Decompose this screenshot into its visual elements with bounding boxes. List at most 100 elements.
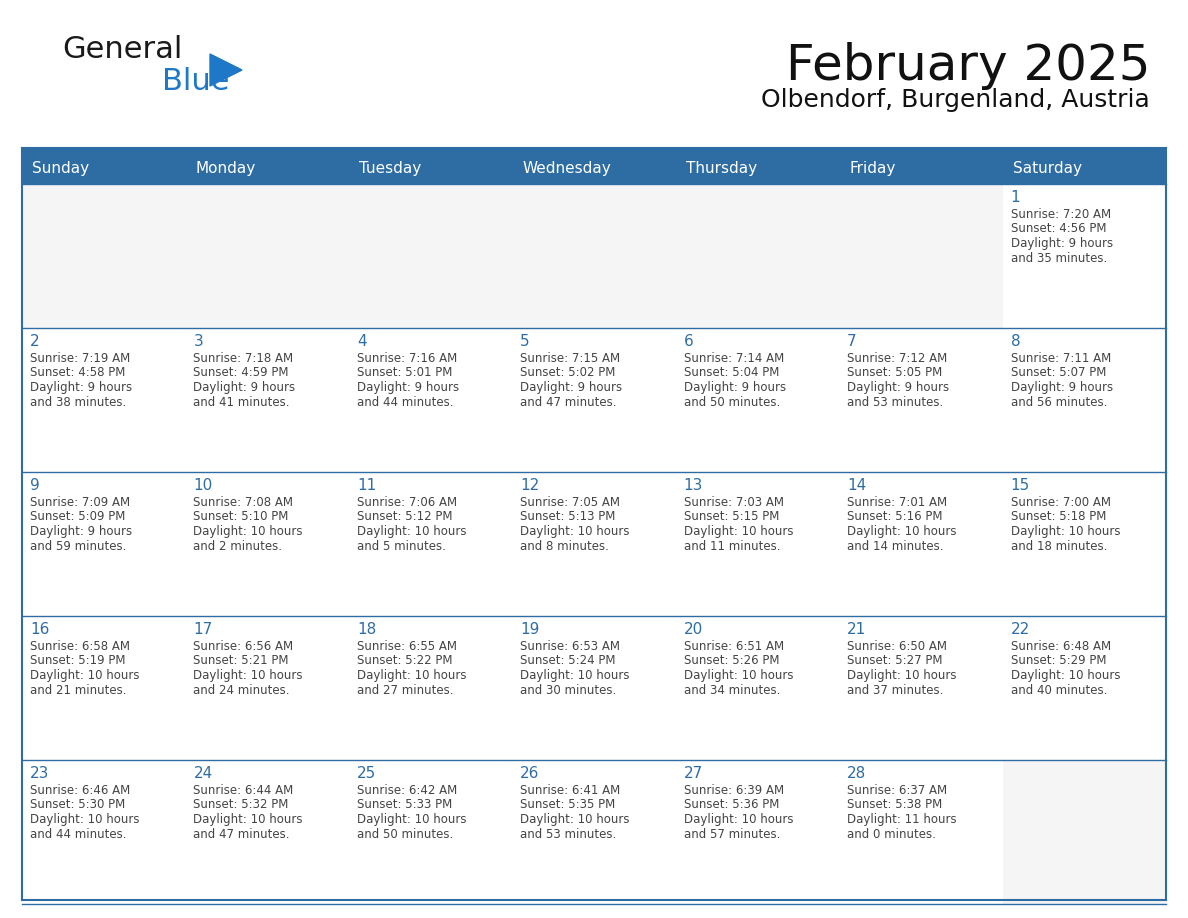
Text: 13: 13: [684, 478, 703, 493]
Text: Sunrise: 7:08 AM: Sunrise: 7:08 AM: [194, 496, 293, 509]
Text: Sunrise: 6:39 AM: Sunrise: 6:39 AM: [684, 784, 784, 797]
Bar: [839, 760, 1003, 904]
Text: and 56 minutes.: and 56 minutes.: [1011, 396, 1107, 409]
Text: and 50 minutes.: and 50 minutes.: [356, 827, 453, 841]
Text: Daylight: 10 hours: Daylight: 10 hours: [1011, 525, 1120, 538]
Text: 15: 15: [1011, 478, 1030, 493]
Text: Sunset: 5:21 PM: Sunset: 5:21 PM: [194, 655, 289, 667]
Text: 22: 22: [1011, 622, 1030, 637]
Text: 23: 23: [30, 766, 50, 781]
Text: Sunset: 5:05 PM: Sunset: 5:05 PM: [847, 366, 942, 379]
Text: Sunset: 5:01 PM: Sunset: 5:01 PM: [356, 366, 453, 379]
Text: Daylight: 10 hours: Daylight: 10 hours: [1011, 669, 1120, 682]
Text: 2: 2: [30, 334, 39, 349]
Text: 4: 4: [356, 334, 366, 349]
Text: Sunrise: 7:18 AM: Sunrise: 7:18 AM: [194, 352, 293, 365]
Text: 19: 19: [520, 622, 539, 637]
Bar: [185, 328, 349, 472]
Text: Monday: Monday: [196, 161, 255, 175]
Text: 11: 11: [356, 478, 377, 493]
Text: 26: 26: [520, 766, 539, 781]
Text: and 57 minutes.: and 57 minutes.: [684, 827, 781, 841]
Text: Daylight: 10 hours: Daylight: 10 hours: [194, 669, 303, 682]
Text: 18: 18: [356, 622, 377, 637]
Text: and 35 minutes.: and 35 minutes.: [1011, 252, 1107, 264]
Bar: [185, 760, 349, 904]
Text: Sunrise: 6:56 AM: Sunrise: 6:56 AM: [194, 640, 293, 653]
Text: 5: 5: [520, 334, 530, 349]
Text: and 47 minutes.: and 47 minutes.: [194, 827, 290, 841]
Text: Daylight: 10 hours: Daylight: 10 hours: [356, 669, 467, 682]
Text: Sunrise: 7:09 AM: Sunrise: 7:09 AM: [30, 496, 131, 509]
Text: Sunrise: 6:53 AM: Sunrise: 6:53 AM: [520, 640, 620, 653]
Text: Sunset: 5:22 PM: Sunset: 5:22 PM: [356, 655, 453, 667]
Bar: [512, 760, 676, 904]
Text: Sunrise: 6:51 AM: Sunrise: 6:51 AM: [684, 640, 784, 653]
Text: Daylight: 11 hours: Daylight: 11 hours: [847, 813, 956, 826]
Text: Sunrise: 6:50 AM: Sunrise: 6:50 AM: [847, 640, 947, 653]
Text: and 30 minutes.: and 30 minutes.: [520, 684, 617, 697]
Text: 8: 8: [1011, 334, 1020, 349]
Text: Daylight: 10 hours: Daylight: 10 hours: [684, 669, 794, 682]
Bar: [23, 152, 1165, 184]
Bar: [1003, 760, 1165, 904]
Text: and 47 minutes.: and 47 minutes.: [520, 396, 617, 409]
Text: Sunset: 5:38 PM: Sunset: 5:38 PM: [847, 799, 942, 812]
Text: Sunrise: 6:58 AM: Sunrise: 6:58 AM: [30, 640, 129, 653]
Text: Sunrise: 7:01 AM: Sunrise: 7:01 AM: [847, 496, 947, 509]
Text: 10: 10: [194, 478, 213, 493]
Text: Olbendorf, Burgenland, Austria: Olbendorf, Burgenland, Austria: [762, 88, 1150, 112]
Bar: [839, 184, 1003, 328]
Text: and 53 minutes.: and 53 minutes.: [520, 827, 617, 841]
Text: 14: 14: [847, 478, 866, 493]
Text: Sunset: 5:29 PM: Sunset: 5:29 PM: [1011, 655, 1106, 667]
Text: Sunrise: 6:46 AM: Sunrise: 6:46 AM: [30, 784, 131, 797]
Text: and 18 minutes.: and 18 minutes.: [1011, 540, 1107, 553]
Text: Sunset: 5:16 PM: Sunset: 5:16 PM: [847, 510, 942, 523]
Bar: [676, 328, 839, 472]
Text: Daylight: 10 hours: Daylight: 10 hours: [520, 813, 630, 826]
Text: Sunrise: 7:15 AM: Sunrise: 7:15 AM: [520, 352, 620, 365]
Text: Sunday: Sunday: [32, 161, 89, 175]
Bar: [1003, 616, 1165, 760]
Text: Daylight: 10 hours: Daylight: 10 hours: [520, 669, 630, 682]
Bar: [23, 616, 185, 760]
Text: Sunrise: 7:06 AM: Sunrise: 7:06 AM: [356, 496, 457, 509]
Text: Friday: Friday: [849, 161, 896, 175]
Text: Daylight: 10 hours: Daylight: 10 hours: [356, 525, 467, 538]
Text: Daylight: 9 hours: Daylight: 9 hours: [520, 381, 623, 394]
Bar: [349, 328, 512, 472]
Text: and 41 minutes.: and 41 minutes.: [194, 396, 290, 409]
Text: and 8 minutes.: and 8 minutes.: [520, 540, 609, 553]
Text: Sunset: 5:13 PM: Sunset: 5:13 PM: [520, 510, 615, 523]
Text: Sunset: 5:35 PM: Sunset: 5:35 PM: [520, 799, 615, 812]
Text: 28: 28: [847, 766, 866, 781]
Text: and 11 minutes.: and 11 minutes.: [684, 540, 781, 553]
Bar: [676, 184, 839, 328]
Text: General: General: [62, 35, 183, 64]
Text: 17: 17: [194, 622, 213, 637]
Bar: [839, 328, 1003, 472]
Text: Daylight: 10 hours: Daylight: 10 hours: [30, 813, 139, 826]
Text: Daylight: 10 hours: Daylight: 10 hours: [194, 813, 303, 826]
Bar: [185, 184, 349, 328]
Bar: [349, 472, 512, 616]
Text: 12: 12: [520, 478, 539, 493]
Text: and 5 minutes.: and 5 minutes.: [356, 540, 446, 553]
Text: Wednesday: Wednesday: [523, 161, 611, 175]
Text: and 2 minutes.: and 2 minutes.: [194, 540, 283, 553]
Text: Daylight: 9 hours: Daylight: 9 hours: [356, 381, 459, 394]
Bar: [349, 184, 512, 328]
Bar: [512, 472, 676, 616]
Text: Sunrise: 7:19 AM: Sunrise: 7:19 AM: [30, 352, 131, 365]
Text: and 38 minutes.: and 38 minutes.: [30, 396, 126, 409]
Bar: [676, 760, 839, 904]
Bar: [1003, 184, 1165, 328]
Text: Sunrise: 7:05 AM: Sunrise: 7:05 AM: [520, 496, 620, 509]
Text: 1: 1: [1011, 190, 1020, 205]
Bar: [23, 328, 185, 472]
Text: Sunset: 5:10 PM: Sunset: 5:10 PM: [194, 510, 289, 523]
Text: Sunrise: 7:11 AM: Sunrise: 7:11 AM: [1011, 352, 1111, 365]
Bar: [512, 328, 676, 472]
Text: Sunrise: 7:03 AM: Sunrise: 7:03 AM: [684, 496, 784, 509]
